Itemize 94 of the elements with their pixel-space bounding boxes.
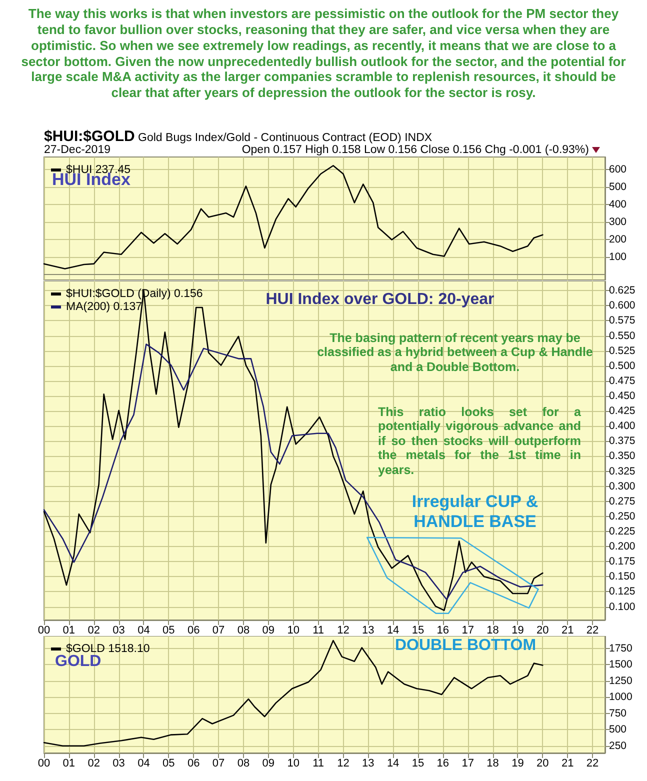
y-tick-label: 0.225: [609, 525, 636, 538]
x-tick-label: 04: [138, 758, 150, 770]
y-tick-label: 1250: [609, 674, 633, 687]
y-tick-label: 0.200: [609, 540, 636, 553]
annotation: HUI Index over GOLD: 20-year: [264, 291, 496, 310]
y-tick-label: 0.550: [609, 330, 636, 342]
y-tick-label: 1000: [609, 691, 633, 704]
legend-label: $GOLD 1518.10: [66, 643, 150, 655]
y-tick-label: 0.625: [609, 284, 636, 297]
x-tick-label: 22: [586, 624, 599, 636]
text: Open 0.157 High 0.158 Low 0.156 Close 0.156 Chg -0.001 (-0.93%): [240, 144, 590, 158]
y-tick-label: 0.600: [609, 300, 636, 312]
x-tick-label: 18: [486, 624, 499, 636]
x-tick-label: 05: [162, 758, 175, 770]
x-tick-label: 11: [312, 758, 324, 770]
y-tick-label: 500: [609, 724, 627, 736]
x-tick-label: 21: [561, 758, 574, 770]
y-tick-label: 750: [609, 707, 627, 720]
x-tick-label: 01: [62, 624, 76, 636]
x-tick-label: 04: [138, 624, 150, 636]
x-tick-label: 12: [337, 758, 350, 770]
x-tick-label: 15: [412, 758, 424, 770]
x-tick-label: 08: [237, 624, 250, 636]
y-tick-label: 0.475: [609, 374, 636, 387]
chart-title: $HUI:$GOLD: [44, 128, 135, 145]
x-tick-label: 10: [287, 758, 300, 770]
x-tick-label: 14: [386, 624, 400, 636]
y-tick-label: 0.125: [609, 586, 636, 598]
y-tick-label: 0.275: [609, 495, 636, 508]
x-tick-label: 01: [62, 758, 76, 770]
y-tick-label: 0.500: [609, 360, 636, 372]
y-tick-label: 400: [609, 198, 627, 210]
x-tick-label: 18: [486, 758, 499, 770]
x-tick-label: 22: [586, 758, 599, 770]
annotation: GOLD: [55, 653, 102, 672]
y-tick-label: 600: [609, 163, 627, 176]
x-tick-label: 06: [187, 624, 200, 636]
y-tick-label: 300: [609, 216, 627, 228]
x-tick-label: 16: [436, 758, 450, 770]
x-tick-label: 10: [287, 624, 300, 636]
x-tick-label: 21: [561, 624, 574, 636]
y-tick-label: 0.300: [609, 480, 636, 492]
y-tick-label: 0.425: [609, 405, 636, 418]
y-tick-label: 0.100: [609, 600, 636, 613]
x-tick-label: 20: [536, 624, 549, 636]
x-tick-label: 12: [337, 624, 350, 636]
x-tick-label: 08: [237, 758, 250, 770]
x-tick-label: 02: [88, 624, 100, 636]
legend-label: MA(200) 0.137: [66, 301, 142, 313]
x-tick-label: 09: [262, 624, 275, 636]
x-tick-label: 09: [262, 758, 275, 770]
y-tick-label: 0.350: [609, 450, 636, 462]
x-tick-label: 07: [212, 624, 225, 636]
x-tick-label: 11: [312, 624, 324, 636]
y-tick-label: 0.525: [609, 344, 636, 357]
y-tick-label: 0.250: [609, 510, 636, 522]
x-tick-label: 15: [412, 624, 424, 636]
text: The way this works is that when investors are pessimistic on the outlook for the PM sector they tend to favor bullion over stocks, reasoning that they are safer, and vice versa when they are optimistic. So when we see extremely low readings, as recently, it means that we are close to a sector bottom. Given the now unprecedentedly bullish outlook for the sector, and the potential for large scale M&A activity as the larger companies scramble to replenish resources, it should be clear that after years of depression the outlook for the sector is rosy.: [20, 6, 627, 102]
y-tick-label: 0.575: [609, 314, 636, 327]
x-tick-label: 19: [512, 758, 524, 770]
x-tick-label: 00: [38, 624, 50, 636]
x-tick-label: 03: [112, 758, 125, 770]
y-tick-label: 1500: [609, 658, 633, 671]
x-tick-label: 03: [112, 624, 125, 636]
x-tick-label: 07: [212, 758, 225, 770]
x-tick-label: 02: [88, 758, 100, 770]
y-tick-label: 0.325: [609, 465, 636, 478]
y-tick-label: 0.175: [609, 556, 636, 568]
x-tick-label: 13: [362, 758, 374, 770]
annotation: This ratio looks set for a potentially vigorous advance and if so then stocks will outperform the metals for the 1st time in years.: [378, 405, 581, 477]
x-tick-label: 17: [462, 758, 474, 770]
y-tick-label: 500: [609, 180, 627, 193]
annotation: The basing pattern of recent years may be classified as a hybrid between a Cup & Handle and a Double Bottom.: [316, 331, 594, 374]
x-tick-label: 06: [187, 758, 200, 770]
y-tick-label: 200: [609, 234, 627, 246]
y-tick-label: 0.400: [609, 420, 636, 432]
x-tick-label: 05: [162, 624, 175, 636]
x-tick-label: 19: [512, 624, 524, 636]
y-tick-label: 0.150: [609, 570, 636, 583]
y-tick-label: 0.450: [609, 390, 636, 402]
x-tick-label: 17: [462, 624, 474, 636]
chart-subtitle: Gold Bugs Index/Gold - Continuous Contract (EOD) INDX: [137, 132, 432, 144]
x-tick-label: 14: [386, 758, 400, 770]
x-tick-label: 00: [38, 758, 50, 770]
x-tick-label: 13: [362, 624, 374, 636]
y-tick-label: 250: [609, 740, 627, 752]
y-tick-label: 0.375: [609, 435, 636, 448]
x-tick-label: 20: [536, 758, 549, 770]
text: 27-Dec-2019: [44, 144, 112, 158]
y-tick-label: 100: [609, 251, 627, 264]
x-tick-label: 16: [436, 624, 450, 636]
annotation: DOUBLE BOTTOM: [395, 637, 538, 656]
annotation: Irregular CUP & HANDLE BASE: [410, 492, 540, 532]
y-tick-label: 1750: [609, 642, 633, 654]
